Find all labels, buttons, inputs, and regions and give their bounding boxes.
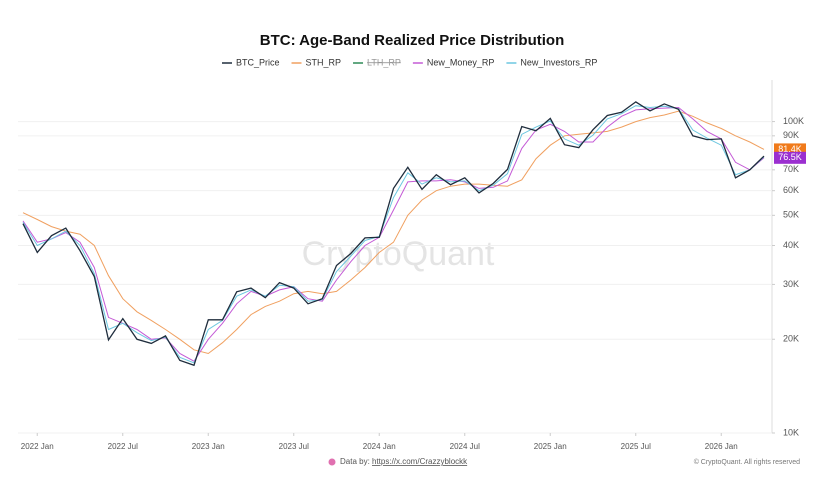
y-tick-label: 10K xyxy=(783,427,799,437)
x-tick-label: 2024 Jul xyxy=(450,442,480,451)
legend: BTC_Price STH_RP LTH_RP New_Money_RP New_Inv… xyxy=(222,57,597,67)
y-tick-label: 70K xyxy=(783,164,799,174)
x-tick-label: 2023 Jul xyxy=(279,442,309,451)
y-tick-label: 50K xyxy=(783,210,799,220)
y-tick-label: 40K xyxy=(783,240,799,250)
legend-label: BTC_Price xyxy=(236,57,280,67)
last-value-badge xyxy=(774,151,806,164)
x-tick-label: 2025 Jul xyxy=(621,442,651,451)
series-line xyxy=(22,110,765,355)
x-tick-label: 2025 Jan xyxy=(534,442,567,451)
last-value-label: 81.4K xyxy=(778,144,802,154)
chart-title: BTC: Age-Band Realized Price Distributio… xyxy=(260,32,564,49)
series-line xyxy=(22,101,765,367)
watermark: CryptoQuant xyxy=(302,235,495,273)
x-tick-label: 2023 Jan xyxy=(192,442,225,451)
copyright: © CryptoQuant. All rights reserved xyxy=(694,458,800,466)
source-icon xyxy=(328,458,336,466)
legend-label: New_Money_RP xyxy=(427,57,495,67)
x-tick-label: 2026 Jan xyxy=(705,442,738,451)
last-value-label: 76.5K xyxy=(778,152,802,162)
legend-label: LTH_RP xyxy=(367,57,401,67)
source-link[interactable]: https://x.com/Crazzyblockk xyxy=(372,457,468,466)
legend-label: New_Investors_RP xyxy=(520,57,597,67)
x-tick-label: 2024 Jan xyxy=(363,442,396,451)
y-tick-label: 60K xyxy=(783,185,799,195)
y-tick-label: 30K xyxy=(783,279,799,289)
y-tick-label: 90K xyxy=(783,130,799,140)
y-tick-label: 20K xyxy=(783,334,799,344)
source-prefix: Data by: xyxy=(340,457,370,466)
x-tick-label: 2022 Jul xyxy=(108,442,138,451)
legend-label: STH_RP xyxy=(306,57,342,67)
y-tick-label: 100K xyxy=(783,116,804,126)
series-line xyxy=(22,106,765,362)
plot: 10K 20K 30K 40K 50K 60K 70K 90K 100K 2022 Jan 2022… xyxy=(18,80,806,451)
x-tick-label: 2022 Jan xyxy=(21,442,54,451)
series-line xyxy=(22,105,765,364)
